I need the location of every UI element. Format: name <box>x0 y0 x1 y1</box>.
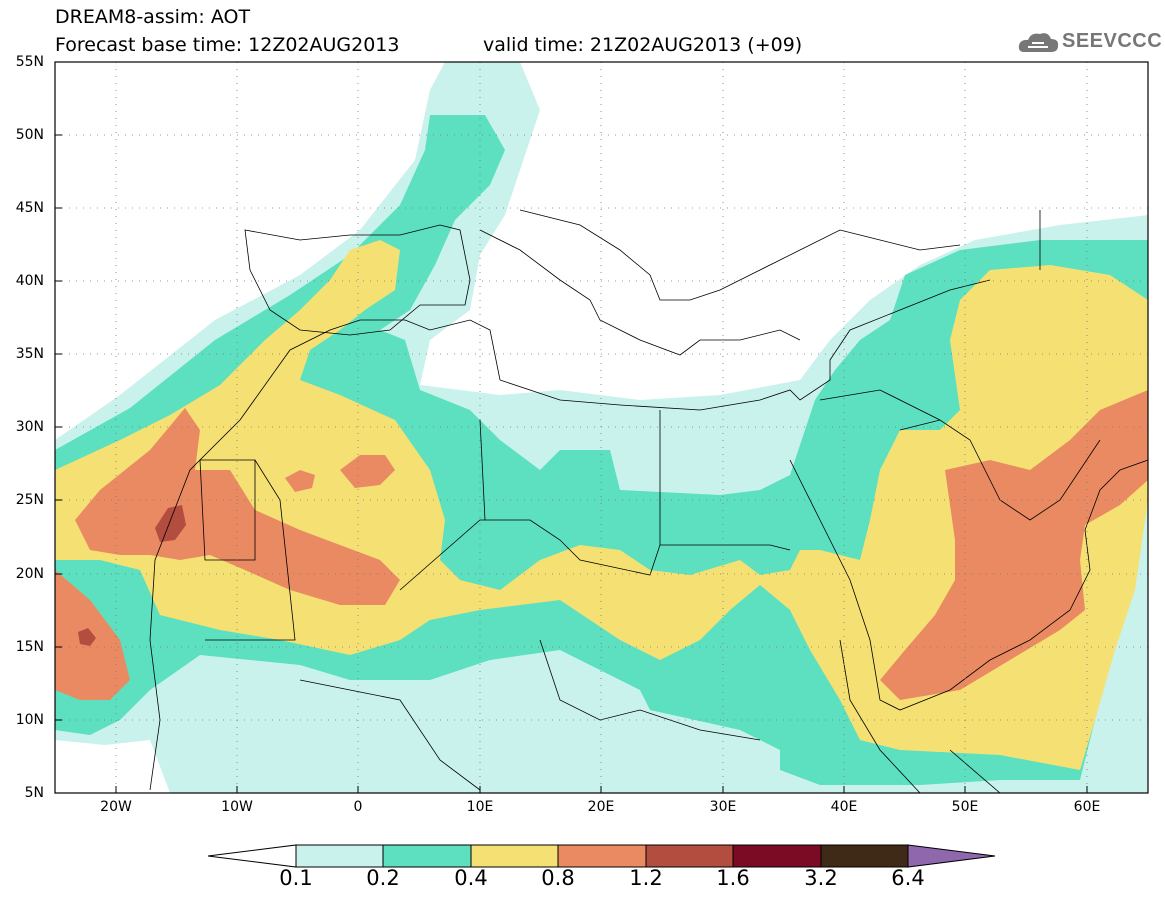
aot-region-1.2 <box>155 505 186 542</box>
colorbar-arrow-low <box>207 844 297 868</box>
chart-title: DREAM8-assim: AOT <box>55 6 251 28</box>
lon-label: 20W <box>100 799 132 815</box>
logo-text: SEEVCCC <box>1062 30 1163 52</box>
lat-label: 25N <box>15 492 44 508</box>
aot-region-0.8 <box>340 455 395 488</box>
colorbar-label: 0.4 <box>454 866 488 890</box>
colorbar-swatch <box>295 844 384 868</box>
lon-label: 20E <box>587 799 615 815</box>
colorbar-swatch <box>382 844 472 868</box>
colorbar-swatch <box>557 844 647 868</box>
aot-region-1.2 <box>78 628 96 646</box>
graticule <box>55 62 1148 793</box>
lon-label: 30E <box>709 799 737 815</box>
lat-label: 55N <box>15 54 44 70</box>
lon-label: 40E <box>830 799 858 815</box>
colorbar <box>207 844 996 868</box>
aot-region-0.4 <box>55 240 1148 770</box>
colorbar-swatch <box>645 844 734 868</box>
colorbar-swatch <box>820 844 909 868</box>
lon-label: 60E <box>1073 799 1101 815</box>
lat-label: 45N <box>15 200 44 216</box>
colorbar-arrow-high <box>907 844 996 868</box>
lat-label: 30N <box>15 419 44 435</box>
lat-label: 15N <box>15 639 44 655</box>
colorbar-label: 0.8 <box>541 866 575 890</box>
colorbar-swatch <box>732 844 822 868</box>
colorbar-label: 0.2 <box>366 866 400 890</box>
base-time-label: Forecast base time: 12Z02AUG2013 <box>55 34 400 56</box>
axis-ticks <box>55 134 1088 793</box>
colorbar-label: 1.2 <box>629 866 663 890</box>
aot-region-0.8 <box>880 390 1148 700</box>
lat-label: 35N <box>15 346 44 362</box>
colorbar-label: 1.6 <box>716 866 750 890</box>
aot-region-0.8 <box>285 470 315 492</box>
coastlines <box>149 209 1148 793</box>
lon-label: 10W <box>221 799 253 815</box>
lon-label: 50E <box>951 799 979 815</box>
lat-label: 10N <box>15 712 44 728</box>
lat-label: 5N <box>24 785 44 801</box>
cloud-icon <box>1018 33 1059 52</box>
colorbar-swatch <box>470 844 559 868</box>
colorbar-label: 6.4 <box>891 866 925 890</box>
lon-label: 10E <box>466 799 494 815</box>
lon-label: 0 <box>353 799 363 815</box>
lat-label: 40N <box>15 273 44 289</box>
colorbar-label: 3.2 <box>804 866 838 890</box>
colorbar-label: 0.1 <box>279 866 313 890</box>
valid-time-label: valid time: 21Z02AUG2013 (+09) <box>483 34 803 56</box>
lat-label: 20N <box>15 566 44 582</box>
lat-label: 50N <box>15 127 44 143</box>
